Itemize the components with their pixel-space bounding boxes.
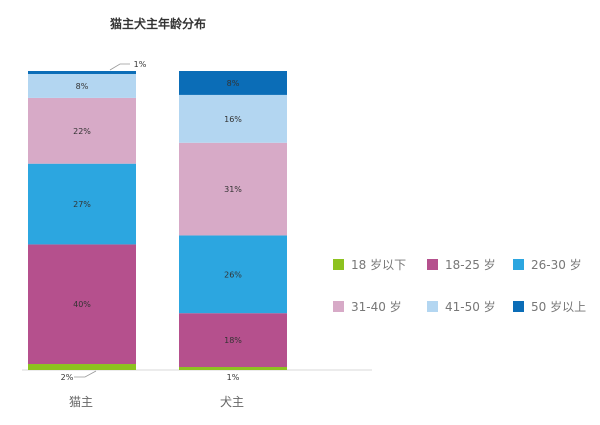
bar-segment bbox=[28, 163, 136, 245]
bar-segment bbox=[179, 235, 287, 314]
data-label: 18% bbox=[224, 336, 242, 345]
category-label: 犬主 bbox=[220, 395, 244, 409]
data-label: 1% bbox=[227, 373, 240, 382]
data-label: 8% bbox=[227, 79, 240, 88]
legend-label: 41-50 岁 bbox=[445, 300, 496, 314]
legend-item: 41-50 岁 bbox=[427, 298, 513, 315]
legend-swatch bbox=[427, 301, 438, 312]
legend-swatch bbox=[333, 301, 344, 312]
bar-segment bbox=[28, 244, 136, 365]
data-label: 22% bbox=[73, 127, 91, 136]
legend-swatch bbox=[427, 259, 438, 270]
legend-item: 31-40 岁 bbox=[333, 298, 427, 315]
bar-segment bbox=[179, 313, 287, 368]
legend: 18 岁以下 18-25 岁 26-30 岁 31-40 岁 41-50 岁 50 岁以上 bbox=[333, 256, 595, 315]
leader-line bbox=[109, 63, 130, 71]
legend-swatch bbox=[513, 259, 524, 270]
legend-label: 50 岁以上 bbox=[531, 300, 587, 314]
bar-segment bbox=[179, 71, 287, 95]
leader-line bbox=[74, 370, 97, 378]
legend-label: 26-30 岁 bbox=[531, 258, 582, 272]
data-label: 1% bbox=[134, 60, 147, 69]
legend-item: 18 岁以下 bbox=[333, 256, 427, 273]
bar-segment bbox=[179, 142, 287, 236]
legend-item: 18-25 岁 bbox=[427, 256, 513, 273]
bar-segment bbox=[28, 71, 136, 74]
data-label: 8% bbox=[76, 82, 89, 91]
legend-item: 26-30 岁 bbox=[513, 256, 595, 273]
bars-layer bbox=[28, 71, 287, 370]
chart-title: 猫主犬主年龄分布 bbox=[110, 16, 206, 31]
bar-segment bbox=[179, 94, 287, 143]
data-label: 26% bbox=[224, 270, 242, 279]
bar-segment bbox=[179, 367, 287, 370]
data-label: 40% bbox=[73, 300, 91, 309]
legend-item: 50 岁以上 bbox=[513, 298, 595, 315]
legend-label: 18-25 岁 bbox=[445, 258, 496, 272]
data-label: 31% bbox=[224, 185, 242, 194]
legend-swatch bbox=[333, 259, 344, 270]
category-label: 猫主 bbox=[69, 395, 93, 409]
legend-swatch bbox=[513, 301, 524, 312]
bar-segment bbox=[28, 364, 136, 370]
bar-segment bbox=[28, 73, 136, 98]
labels-layer: 2% 40% 27% 22% 8% 1% 猫主 1% 18% 26% 31% 16% 8% 犬主 bbox=[61, 60, 244, 409]
legend-label: 31-40 岁 bbox=[351, 300, 402, 314]
bar-segment bbox=[28, 97, 136, 164]
data-label: 27% bbox=[73, 200, 91, 209]
data-label: 2% bbox=[61, 373, 74, 382]
legend-label: 18 岁以下 bbox=[351, 258, 407, 272]
data-label: 16% bbox=[224, 115, 242, 124]
